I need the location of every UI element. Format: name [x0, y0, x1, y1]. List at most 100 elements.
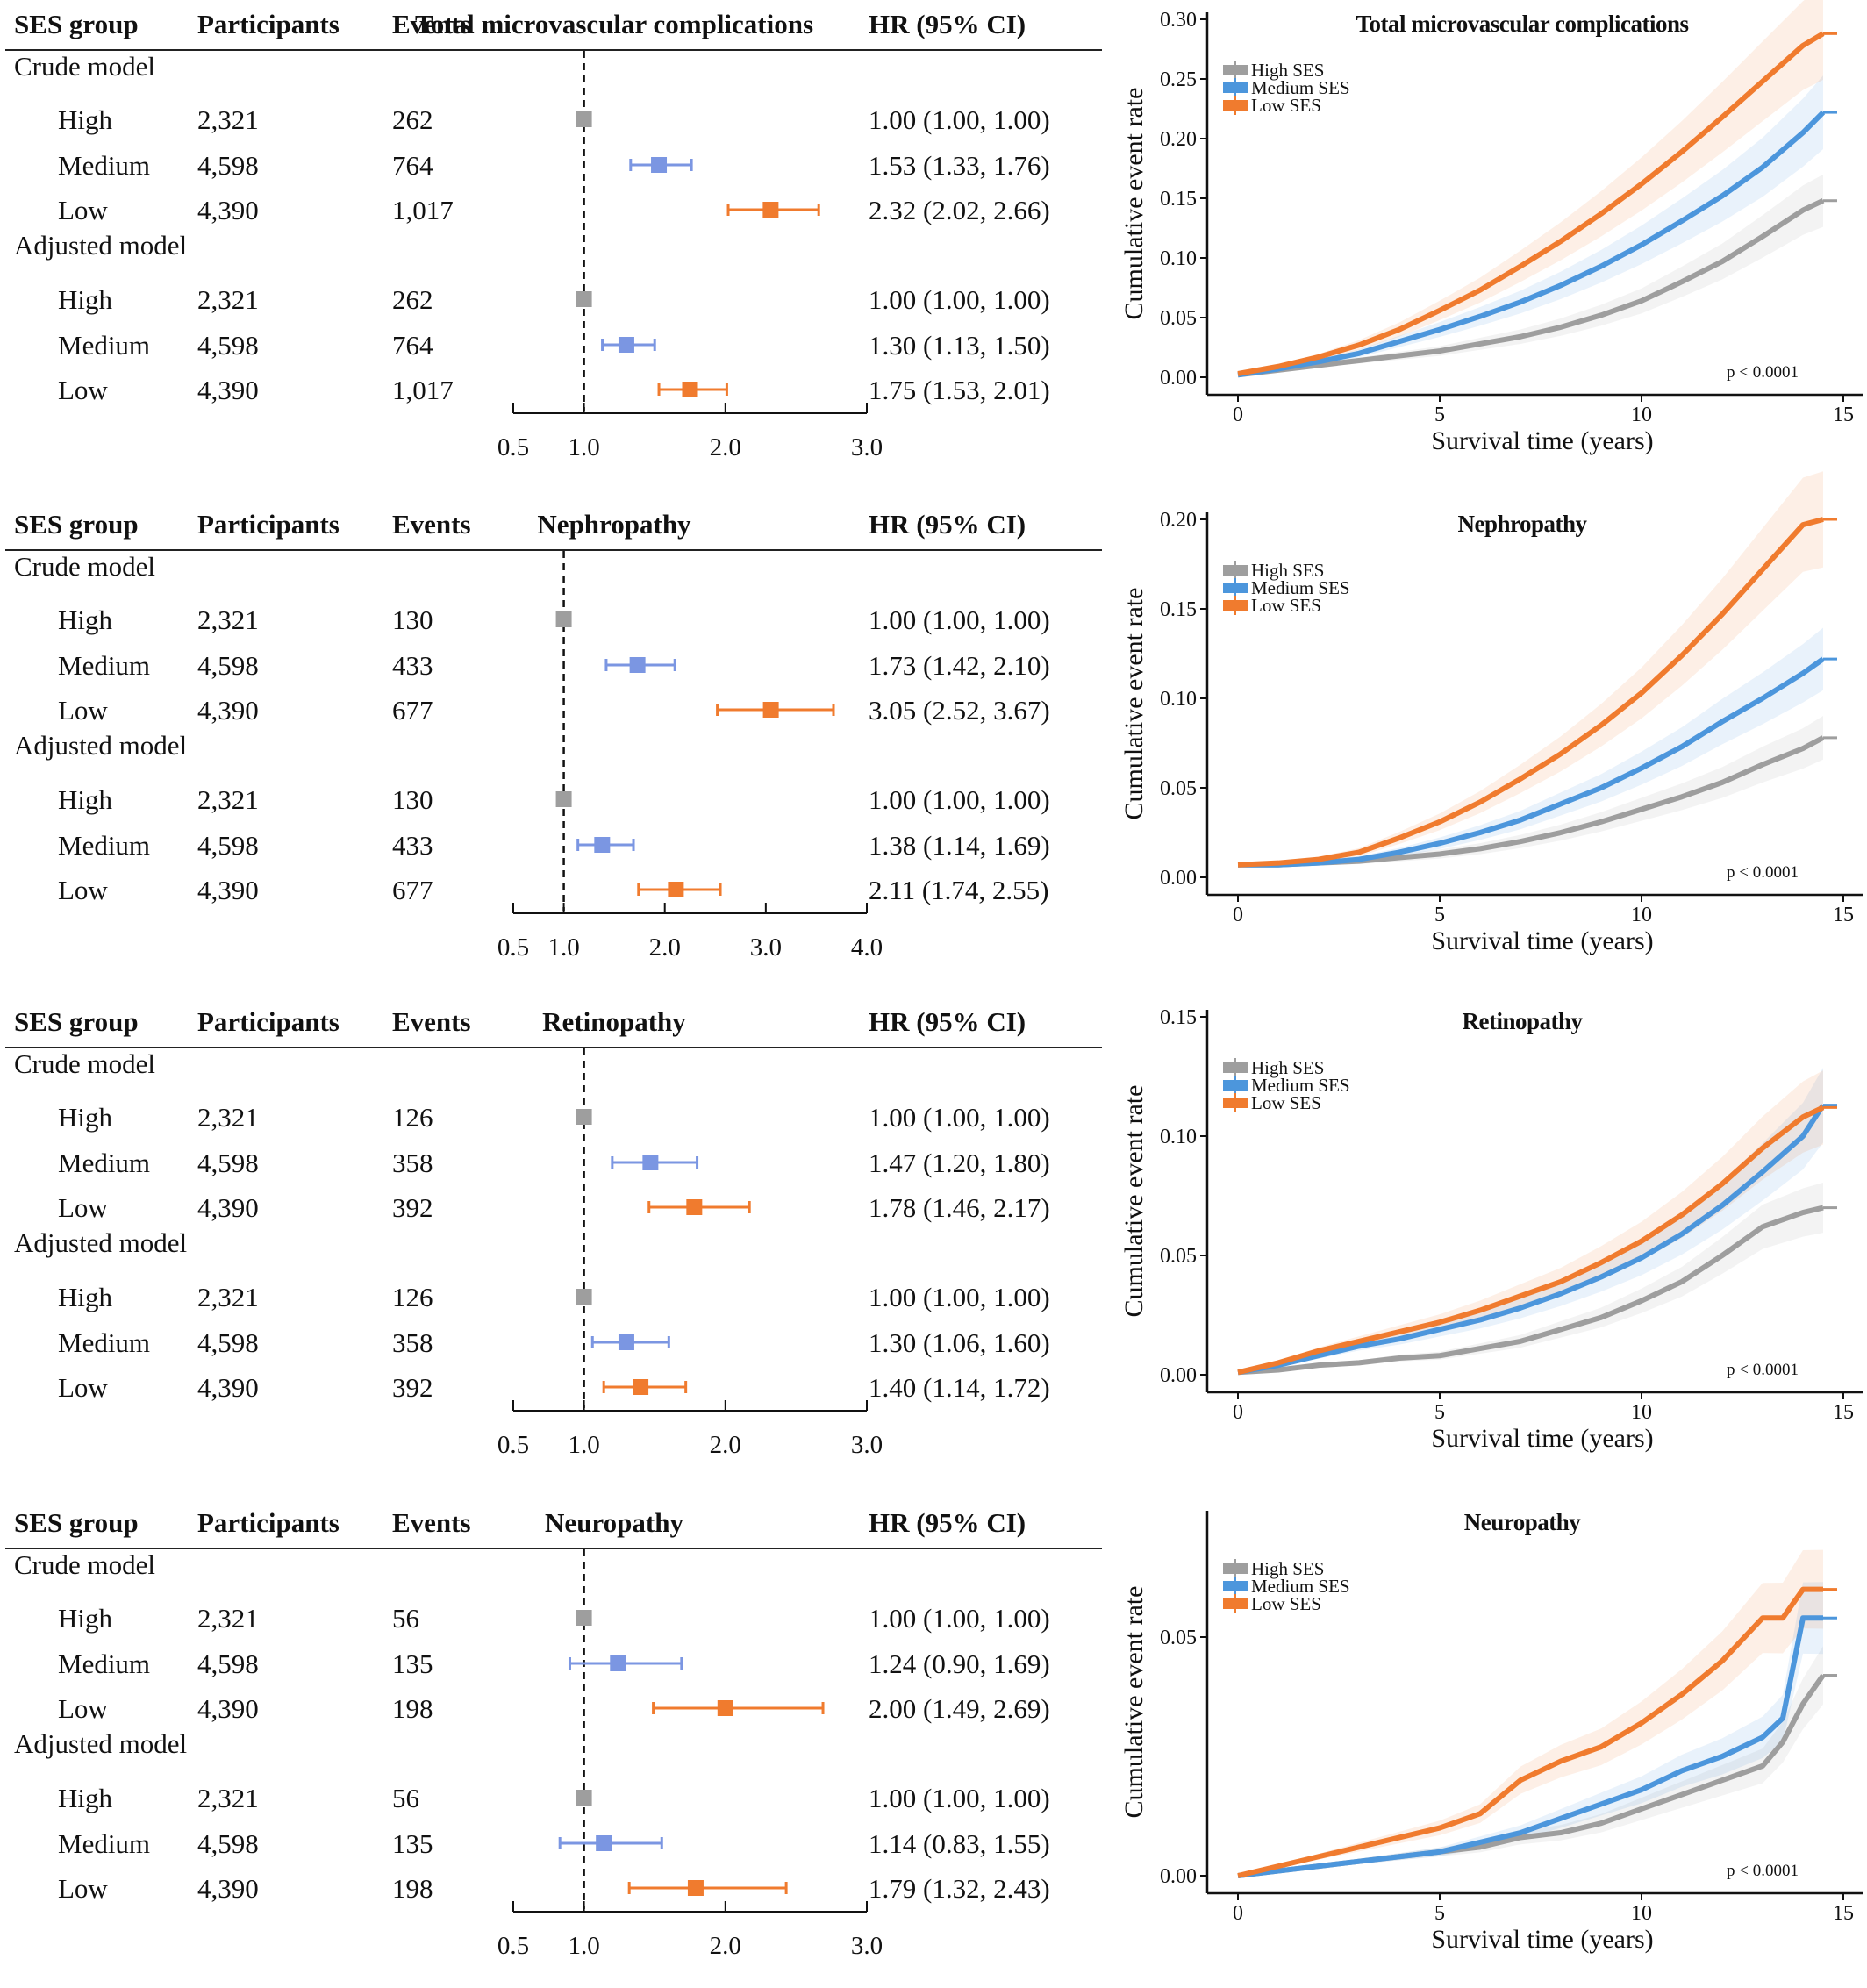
row-hr-text: 1.00 (1.00, 1.00) [869, 1783, 1050, 1813]
row-participants: 4,598 [197, 330, 259, 361]
row-events: 764 [392, 330, 433, 361]
km-x-title: Survival time (years) [1431, 426, 1653, 455]
hr-point [555, 791, 572, 807]
km-ytick-label: 0.00 [1160, 1865, 1197, 1888]
header-events: Events [392, 1507, 471, 1538]
km-series-line [1237, 1615, 1823, 1878]
km-xtick-label: 15 [1833, 404, 1854, 426]
row-group: Low [58, 875, 108, 905]
row-participants: 2,321 [197, 284, 259, 315]
header-events: Events [392, 9, 471, 39]
row-events: 130 [392, 784, 433, 815]
header-hr: HR (95% CI) [869, 1507, 1026, 1538]
header-participants: Participants [197, 1006, 340, 1037]
model-label-adjusted: Adjusted model [14, 1728, 187, 1759]
km-xtick-label: 0 [1233, 904, 1243, 926]
header-hr: HR (95% CI) [869, 9, 1026, 39]
km-title: Total microvascular complications [1356, 11, 1689, 37]
row-hr-text: 2.11 (1.74, 2.55) [869, 875, 1049, 905]
header-events: Events [392, 509, 471, 540]
row-participants: 4,390 [197, 1192, 259, 1223]
hr-point [629, 657, 646, 673]
row-participants: 4,598 [197, 650, 259, 681]
km-series-line [1237, 110, 1826, 378]
row-group: High [58, 1282, 113, 1312]
row-events: 1,017 [392, 195, 454, 225]
row-participants: 4,598 [197, 1648, 259, 1679]
row-group: Low [58, 1693, 108, 1724]
row-participants: 2,321 [197, 1783, 259, 1813]
header-ses-group: SES group [14, 509, 139, 540]
forest-tick-label: 1.0 [547, 933, 579, 962]
header-participants: Participants [197, 9, 340, 39]
model-label-crude: Crude model [14, 1549, 155, 1580]
km-xtick-label: 0 [1233, 1401, 1243, 1424]
model-label-crude: Crude model [14, 551, 155, 582]
row-hr-text: 1.00 (1.00, 1.00) [869, 1282, 1050, 1312]
model-label-crude: Crude model [14, 1048, 155, 1079]
row-hr-text: 1.40 (1.14, 1.72) [869, 1372, 1050, 1403]
km-xtick-label: 0 [1233, 404, 1243, 426]
row-participants: 4,390 [197, 875, 259, 905]
model-label-crude: Crude model [14, 51, 155, 82]
row-hr-text: 3.05 (2.52, 3.67) [869, 695, 1050, 726]
hr-point [633, 1379, 649, 1395]
hr-point [717, 1700, 733, 1716]
km-x-title: Survival time (years) [1431, 1925, 1653, 1954]
hr-point [618, 1334, 634, 1350]
panel-retinopathy: SES group Participants Events Retinopathy HR… [0, 998, 1867, 1487]
row-group: High [58, 604, 113, 635]
row-events: 135 [392, 1648, 433, 1679]
hr-point [668, 882, 684, 897]
row-group: High [58, 104, 113, 135]
row-group: Low [58, 1372, 108, 1403]
row-events: 433 [392, 650, 433, 681]
row-hr-text: 1.30 (1.06, 1.60) [869, 1327, 1050, 1358]
row-hr-text: 1.73 (1.42, 2.10) [869, 650, 1050, 681]
panel-svg: SES group Participants Events Nephropathy HR… [5, 471, 1863, 962]
row-hr-text: 1.00 (1.00, 1.00) [869, 1603, 1050, 1634]
hr-point [576, 1790, 592, 1806]
row-group: Low [58, 695, 108, 726]
row-participants: 2,321 [197, 1603, 259, 1634]
row-events: 433 [392, 830, 433, 861]
row-participants: 4,598 [197, 1148, 259, 1178]
row-hr-text: 1.14 (0.83, 1.55) [869, 1828, 1050, 1859]
km-ci-band [1238, 471, 1823, 867]
row-events: 130 [392, 604, 433, 635]
row-group: High [58, 284, 113, 315]
row-events: 358 [392, 1148, 433, 1178]
row-group: Low [58, 1873, 108, 1904]
km-ytick-label: 0.05 [1160, 1627, 1197, 1649]
forest-tick-label: 0.5 [497, 433, 529, 461]
km-ytick-label: 0.15 [1160, 188, 1197, 211]
model-label-adjusted: Adjusted model [14, 730, 187, 761]
legend-label: Low SES [1251, 1092, 1321, 1113]
row-participants: 4,390 [197, 1873, 259, 1904]
forest-title: Total microvascular complications [415, 9, 813, 39]
row-group: High [58, 1603, 113, 1634]
row-hr-text: 2.32 (2.02, 2.66) [869, 195, 1050, 225]
hr-point [576, 291, 592, 307]
row-participants: 4,390 [197, 195, 259, 225]
p-value: p < 0.0001 [1727, 363, 1799, 382]
row-events: 135 [392, 1828, 433, 1859]
row-events: 262 [392, 104, 433, 135]
row-events: 392 [392, 1372, 433, 1403]
panel-total: SES group Participants Events Total microva… [0, 0, 1867, 490]
hr-point [682, 382, 698, 397]
forest-title: Retinopathy [542, 1006, 686, 1037]
row-group: High [58, 1783, 113, 1813]
panel-neuropathy: SES group Participants Events Neuropathy HR … [0, 1498, 1867, 1988]
legend-label: High SES [1251, 560, 1324, 581]
forest-tick-label: 2.0 [649, 933, 681, 962]
km-y-title: Cumulative event rate [1119, 88, 1148, 320]
km-series-line [1237, 1205, 1824, 1376]
row-participants: 2,321 [197, 1282, 259, 1312]
forest-tick-label: 3.0 [750, 933, 782, 962]
km-ci-band [1238, 1070, 1823, 1373]
row-participants: 2,321 [197, 104, 259, 135]
km-ytick-label: 0.20 [1160, 128, 1197, 151]
row-group: Medium [58, 1648, 150, 1679]
